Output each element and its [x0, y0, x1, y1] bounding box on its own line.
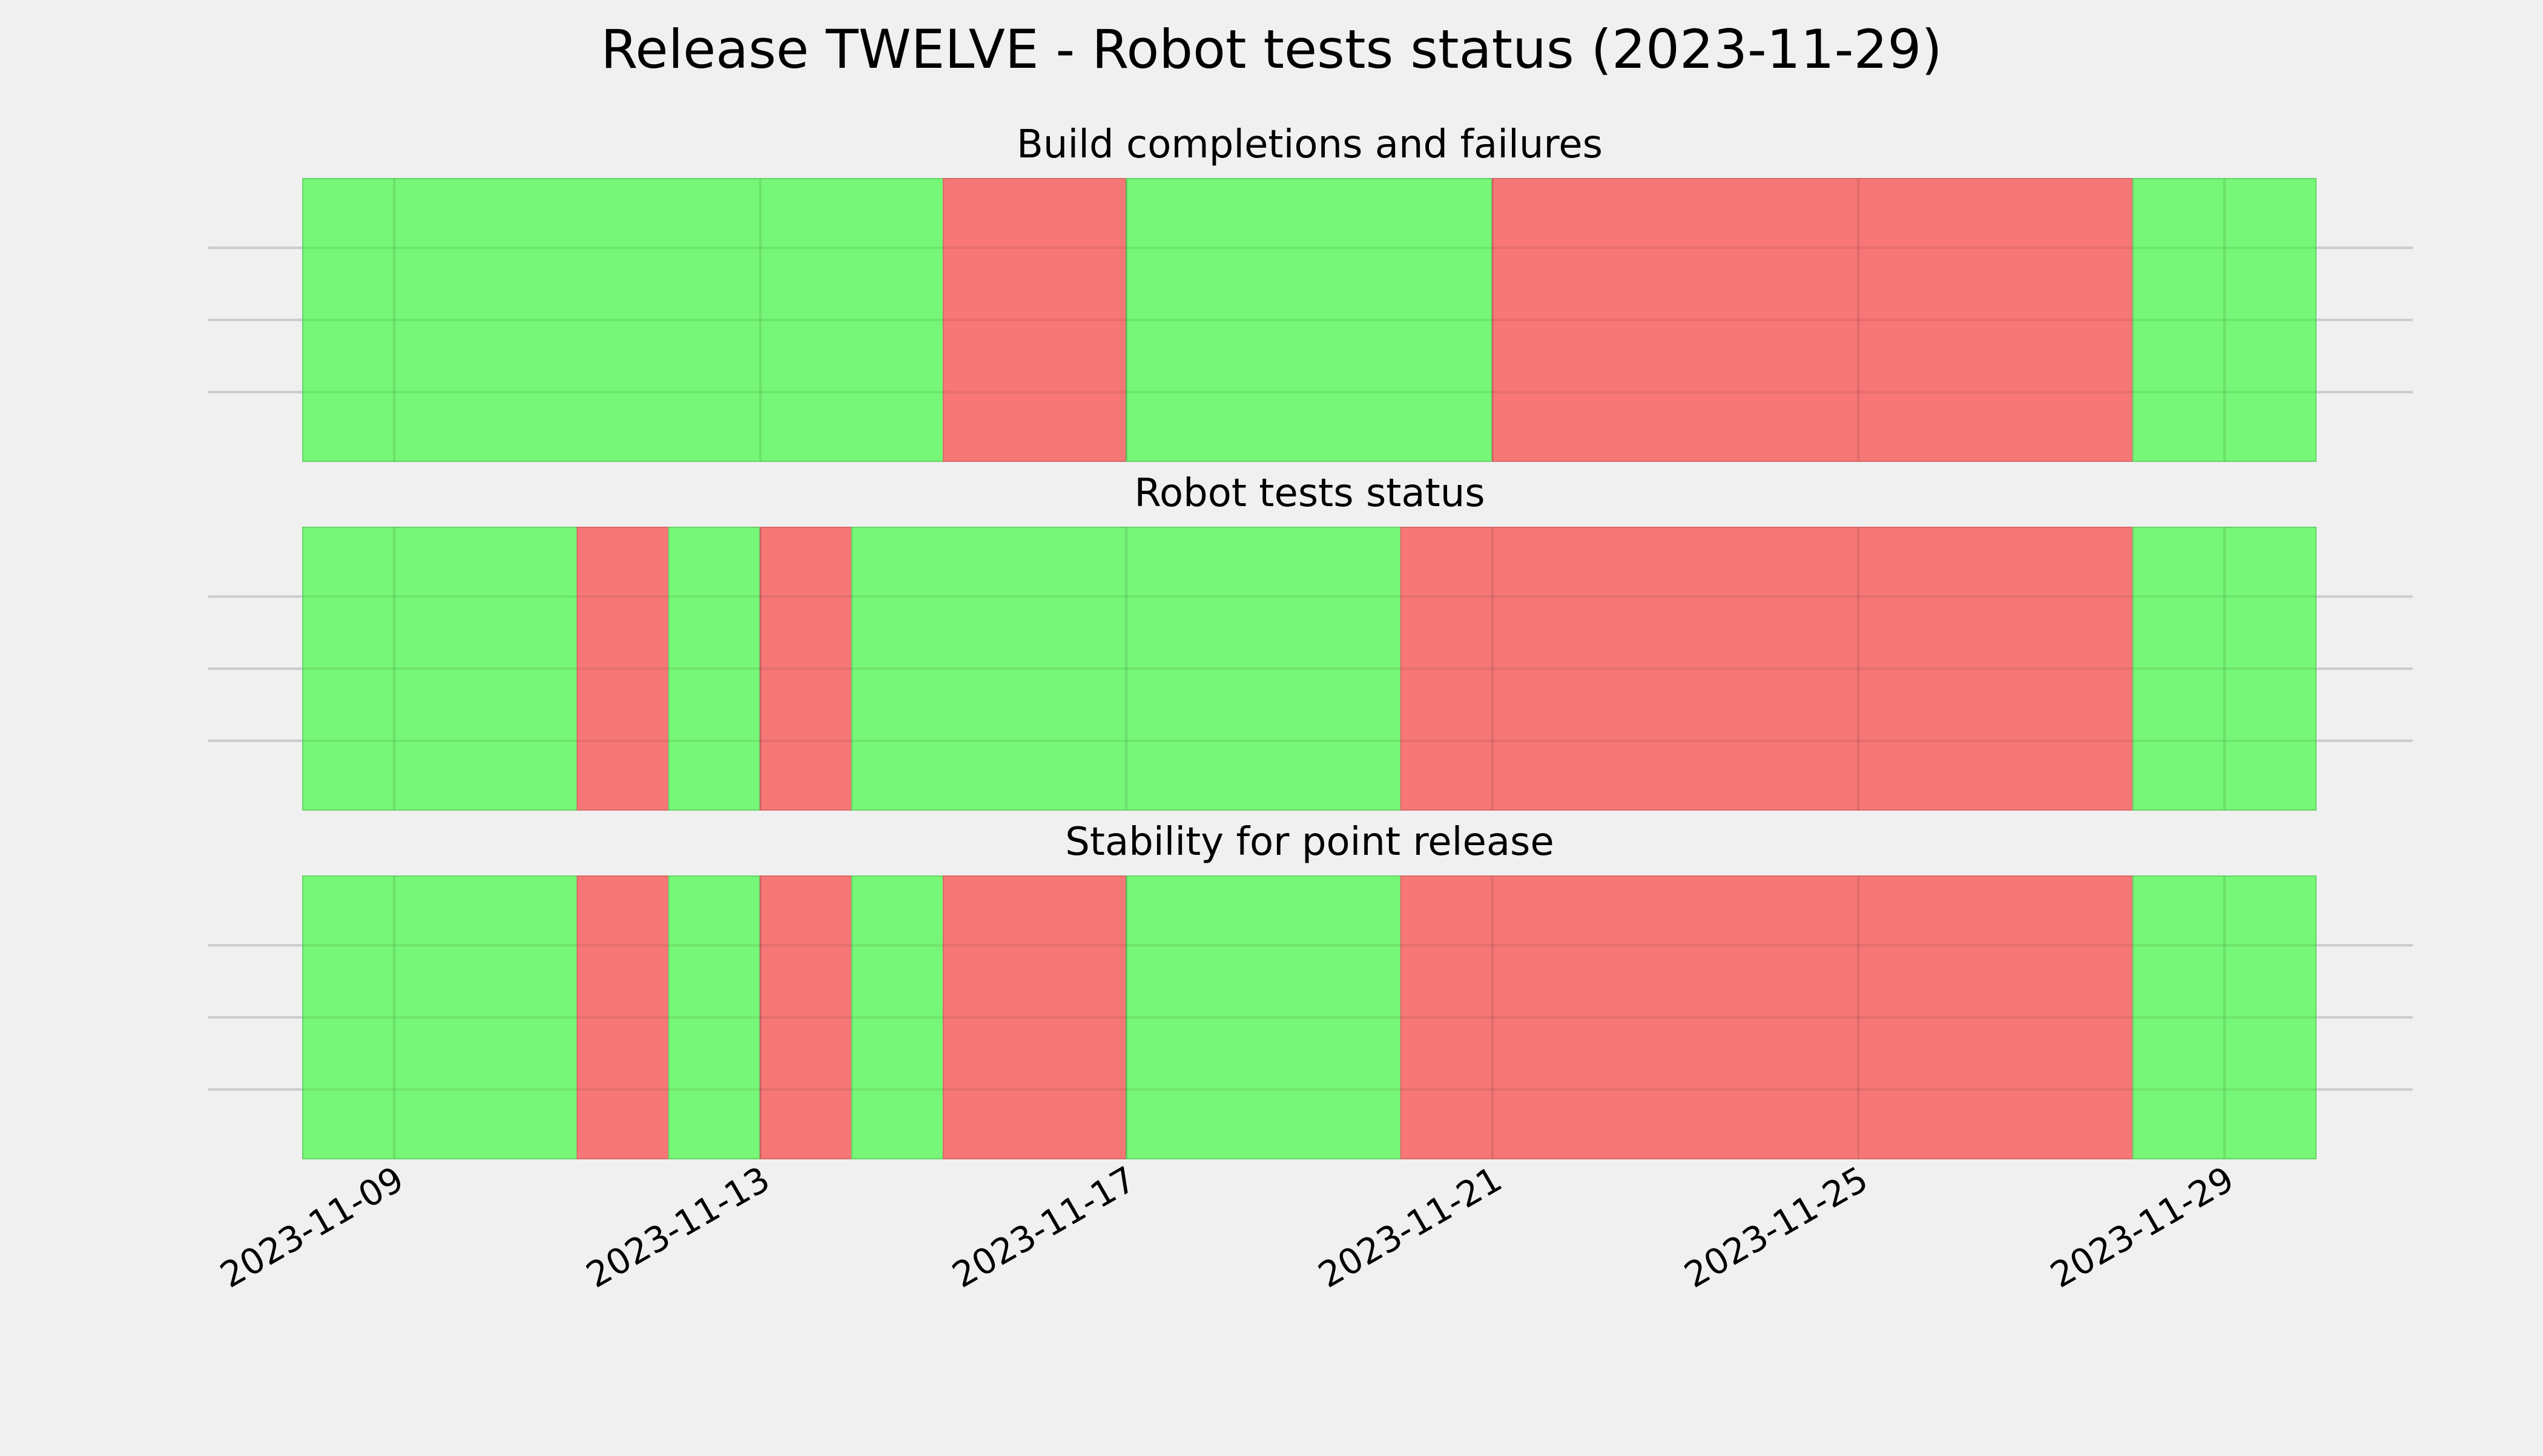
- panels-group: Build completions and failures Robot test…: [208, 122, 2413, 1159]
- x-tick-label: 2023-11-29: [2043, 1158, 2241, 1296]
- x-axis-ticks: 2023-11-09 2023-11-13 2023-11-17 2023-11-21…: [213, 1158, 2241, 1296]
- x-tick-label: 2023-11-25: [1677, 1158, 1875, 1296]
- status-span-pass: [2132, 527, 2317, 811]
- status-span-pass: [302, 178, 944, 462]
- x-tick-label: 2023-11-21: [1311, 1158, 1509, 1296]
- status-span-fail: [1400, 527, 2134, 811]
- panel-2: Robot tests status: [208, 471, 2413, 811]
- status-span-pass: [668, 875, 761, 1159]
- status-span-pass: [302, 875, 578, 1159]
- status-span-fail: [576, 875, 670, 1159]
- status-span-pass: [2132, 875, 2317, 1159]
- x-tick-label: 2023-11-17: [945, 1158, 1143, 1296]
- panel-title: Stability for point release: [1065, 820, 1554, 865]
- status-span-fail: [1400, 875, 2134, 1159]
- status-span-pass: [1126, 178, 1493, 462]
- status-span-fail: [942, 178, 1127, 462]
- status-span-pass: [302, 527, 578, 811]
- status-span-fail: [1491, 178, 2134, 462]
- panel-1: Build completions and failures: [208, 122, 2413, 462]
- status-span-pass: [851, 875, 944, 1159]
- x-tick-label: 2023-11-09: [213, 1158, 411, 1296]
- status-span-fail: [759, 527, 853, 811]
- status-span-pass: [668, 527, 761, 811]
- panel-3: Stability for point release: [208, 820, 2413, 1159]
- panel-title: Robot tests status: [1134, 471, 1485, 516]
- status-span-fail: [759, 875, 853, 1159]
- chart-title: Release TWELVE - Robot tests status (202…: [601, 18, 1942, 81]
- x-tick-label: 2023-11-13: [579, 1158, 777, 1296]
- status-span-fail: [576, 527, 670, 811]
- status-span-fail: [942, 875, 1127, 1159]
- status-span-pass: [851, 527, 1402, 811]
- panel-title: Build completions and failures: [1017, 122, 1603, 167]
- status-span-pass: [2132, 178, 2317, 462]
- status-span-pass: [1126, 875, 1402, 1159]
